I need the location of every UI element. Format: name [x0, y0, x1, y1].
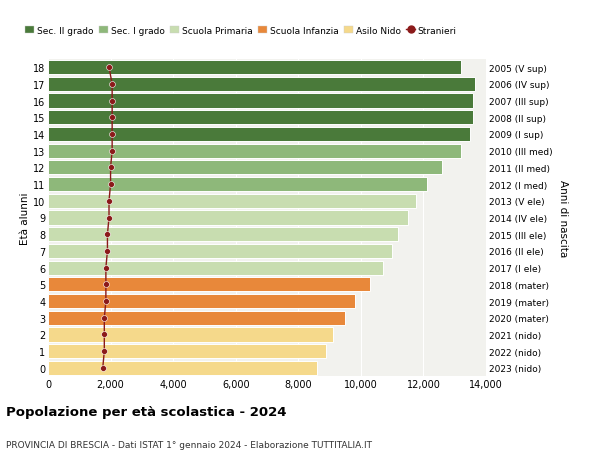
Point: [100, 314, 109, 322]
Bar: [48, 261, 383, 275]
Bar: [48, 94, 473, 108]
Point: [104, 198, 114, 205]
Point: [107, 114, 117, 122]
Legend: Sec. II grado, Sec. I grado, Scuola Primaria, Scuola Infanzia, Asilo Nido, Stran: Sec. II grado, Sec. I grado, Scuola Prim…: [22, 23, 460, 39]
Point: [104, 214, 114, 222]
Bar: [48, 244, 392, 258]
Point: [100, 331, 109, 338]
Bar: [48, 211, 408, 225]
Bar: [48, 361, 317, 375]
Point: [101, 264, 110, 272]
Bar: [48, 228, 398, 242]
Bar: [48, 78, 475, 92]
Point: [100, 348, 109, 355]
Bar: [48, 178, 427, 192]
Point: [103, 231, 112, 238]
Bar: [48, 111, 473, 125]
Bar: [48, 144, 461, 158]
Bar: [48, 161, 442, 175]
Text: PROVINCIA DI BRESCIA - Dati ISTAT 1° gennaio 2024 - Elaborazione TUTTITALIA.IT: PROVINCIA DI BRESCIA - Dati ISTAT 1° gen…: [6, 441, 372, 449]
Point: [101, 298, 110, 305]
Y-axis label: Anni di nascita: Anni di nascita: [558, 179, 568, 257]
Point: [107, 131, 117, 138]
Y-axis label: Età alunni: Età alunni: [20, 192, 30, 244]
Point: [107, 81, 117, 88]
Point: [106, 181, 115, 188]
Bar: [48, 328, 333, 342]
Point: [103, 248, 112, 255]
Bar: [48, 294, 355, 308]
Point: [107, 98, 117, 105]
Bar: [48, 61, 461, 75]
Bar: [48, 194, 416, 208]
Point: [104, 64, 114, 72]
Text: Popolazione per età scolastica - 2024: Popolazione per età scolastica - 2024: [6, 405, 287, 419]
Bar: [48, 278, 370, 292]
Bar: [48, 344, 326, 358]
Point: [107, 148, 117, 155]
Bar: [48, 311, 345, 325]
Point: [101, 281, 110, 288]
Point: [98, 364, 107, 372]
Bar: [48, 128, 470, 142]
Point: [106, 164, 115, 172]
